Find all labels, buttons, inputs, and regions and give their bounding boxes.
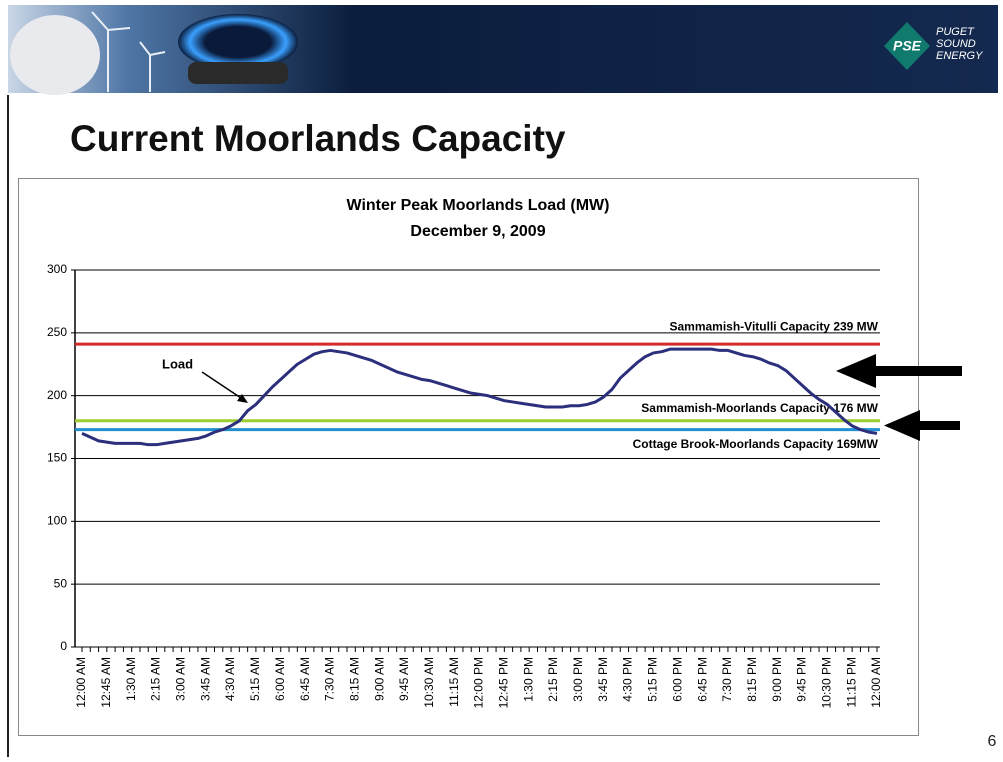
- x-tick-label: 12:00 AM: [74, 657, 88, 708]
- x-tick-label: 5:15 PM: [646, 657, 660, 702]
- burner: [188, 62, 288, 84]
- x-tick-label: 2:15 AM: [149, 657, 163, 701]
- x-tick-label: 3:45 PM: [596, 657, 610, 702]
- x-tick-label: 12:45 PM: [497, 657, 511, 708]
- x-tick-label: 10:30 AM: [422, 657, 436, 708]
- x-tick-label: 5:15 AM: [248, 657, 262, 701]
- logo-line: PUGET: [936, 26, 975, 38]
- x-tick-label: 11:15 AM: [447, 657, 461, 707]
- y-tick-label: 100: [47, 514, 67, 528]
- y-tick-label: 200: [47, 388, 67, 402]
- x-tick-label: 6:45 AM: [298, 657, 312, 701]
- x-tick-label: 4:30 AM: [223, 657, 237, 701]
- y-tick-label: 300: [47, 262, 67, 276]
- x-tick-label: 9:00 AM: [372, 657, 386, 701]
- x-tick-label: 2:15 PM: [546, 657, 560, 702]
- x-tick-label: 9:00 PM: [770, 657, 784, 702]
- x-tick-label: 7:30 PM: [720, 657, 734, 702]
- y-tick-label: 50: [54, 576, 68, 590]
- chart-frame: [19, 179, 919, 736]
- logo-line: SOUND: [936, 38, 976, 50]
- x-tick-label: 10:30 PM: [819, 657, 833, 708]
- logo-line: ENERGY: [936, 50, 983, 62]
- y-tick-label: 250: [47, 325, 67, 339]
- x-tick-label: 1:30 PM: [521, 657, 535, 702]
- chart-title: Winter Peak Moorlands Load (MW): [347, 197, 610, 214]
- page: PSE PUGET SOUND ENERGY Current Moorlands…: [0, 0, 1003, 757]
- reference-label: Sammamish-Moorlands Capacity 176 MW: [641, 401, 878, 415]
- x-tick-label: 12:00 AM: [869, 657, 883, 708]
- page-number: 6: [988, 733, 997, 750]
- x-tick-label: 6:45 PM: [695, 657, 709, 702]
- header-banner: [8, 5, 998, 93]
- reference-label: Cottage Brook-Moorlands Capacity 169MW: [633, 437, 879, 451]
- x-tick-label: 3:00 PM: [571, 657, 585, 702]
- annotation: Load: [162, 356, 193, 371]
- y-tick-label: 150: [47, 451, 67, 465]
- chart-subtitle: December 9, 2009: [410, 223, 545, 240]
- x-tick-label: 12:00 PM: [472, 657, 486, 708]
- x-tick-label: 9:45 AM: [397, 657, 411, 701]
- x-tick-label: 12:45 AM: [99, 657, 113, 708]
- x-tick-label: 11:15 PM: [844, 657, 858, 707]
- slide: PSE PUGET SOUND ENERGY Current Moorlands…: [0, 0, 1003, 757]
- x-tick-label: 4:30 PM: [621, 657, 635, 702]
- gas-flame: [178, 14, 298, 70]
- x-tick-label: 1:30 AM: [124, 657, 138, 701]
- slide-title: Current Moorlands Capacity: [70, 118, 566, 159]
- x-tick-label: 7:30 AM: [323, 657, 337, 701]
- x-tick-label: 8:15 AM: [347, 657, 361, 701]
- y-tick-label: 0: [60, 639, 67, 653]
- x-tick-label: 6:00 AM: [273, 657, 287, 701]
- x-tick-label: 8:15 PM: [745, 657, 759, 702]
- x-tick-label: 3:00 AM: [174, 657, 188, 701]
- logo-badge: PSE: [893, 38, 922, 54]
- x-tick-label: 6:00 PM: [670, 657, 684, 702]
- x-tick-label: 3:45 AM: [198, 657, 212, 701]
- x-tick-label: 9:45 PM: [795, 657, 809, 702]
- hard-hat: [10, 15, 100, 95]
- reference-label: Sammamish-Vitulli Capacity 239 MW: [669, 319, 878, 333]
